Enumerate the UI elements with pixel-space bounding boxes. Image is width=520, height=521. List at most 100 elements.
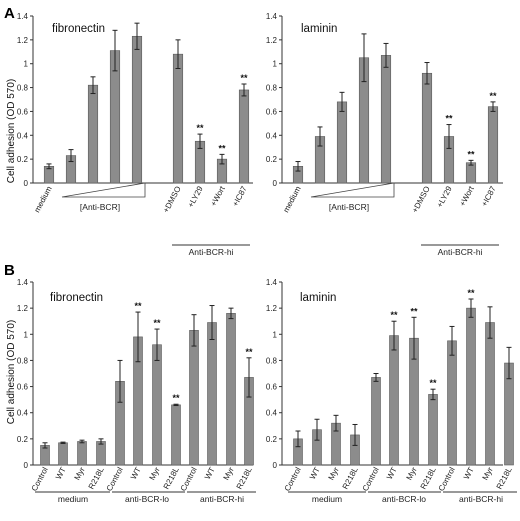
significance-marker: ** xyxy=(196,123,204,133)
significance-marker: ** xyxy=(467,288,475,298)
error-bar xyxy=(241,83,247,97)
error-bar xyxy=(117,359,123,403)
error-bar xyxy=(228,307,234,320)
category-label: Myr xyxy=(73,465,87,481)
category-label: WT xyxy=(129,466,143,481)
chart-3: 0 0.2 0.4 0.6 0.8 1 1.2 1.4 fibronectin Control WT… xyxy=(17,278,256,504)
y-tick-label: 0.2 xyxy=(266,155,278,164)
y-tick-label: 0.6 xyxy=(17,383,29,392)
bar xyxy=(371,377,381,466)
error-bar xyxy=(112,29,118,72)
error-bar xyxy=(373,373,379,382)
y-tick-label: 0.8 xyxy=(17,356,29,365)
y-tick-label: 0.2 xyxy=(17,435,29,444)
category-label: Control xyxy=(283,466,303,493)
error-bar xyxy=(424,62,430,85)
y-tick-label: 0.2 xyxy=(17,155,29,164)
category-label: +Wort xyxy=(458,184,476,208)
significance-marker: ** xyxy=(134,301,142,311)
category-label: WT xyxy=(308,466,322,481)
group-label: anti-BCR-hi xyxy=(459,494,503,504)
y-tick-label: 1 xyxy=(24,60,29,69)
y-tick-label: 1.2 xyxy=(17,304,29,313)
error-bar xyxy=(314,418,320,441)
error-bar xyxy=(46,163,52,170)
y-tick-label: 0.8 xyxy=(266,356,278,365)
bar xyxy=(96,441,106,466)
y-tick-label: 0.8 xyxy=(17,84,29,93)
error-bar xyxy=(487,306,493,339)
chart-title: laminin xyxy=(301,23,337,35)
error-bar xyxy=(361,33,367,83)
error-bar xyxy=(468,159,474,166)
category-label: +LY29 xyxy=(186,184,205,209)
group-label: anti-BCR-lo xyxy=(382,494,426,504)
bar xyxy=(87,84,99,184)
significance-marker: ** xyxy=(390,310,398,320)
error-bar xyxy=(449,325,455,356)
category-label: Control xyxy=(437,466,457,493)
group-label: Anti-BCR-hi xyxy=(189,247,234,257)
y-tick-label: 0.4 xyxy=(266,131,278,140)
error-bar xyxy=(135,311,141,363)
bar xyxy=(131,35,143,184)
error-bar xyxy=(134,22,140,50)
category-label: +IC87 xyxy=(480,184,498,208)
bar xyxy=(485,322,495,466)
y-tick-label: 1.4 xyxy=(266,12,278,21)
significance-marker: ** xyxy=(489,91,497,101)
y-axis-label-b: Cell adhesion (OD 570) xyxy=(6,320,17,425)
error-bar xyxy=(42,442,48,449)
bar xyxy=(465,162,477,184)
significance-marker: ** xyxy=(429,378,437,388)
category-label: WT xyxy=(385,466,399,481)
y-tick-label: 1.2 xyxy=(17,36,29,45)
error-bar xyxy=(98,438,104,445)
significance-marker: ** xyxy=(445,114,453,124)
chart-title: fibronectin xyxy=(52,23,105,35)
y-tick-label: 1 xyxy=(24,330,29,339)
error-bar xyxy=(175,39,181,69)
category-label: Control xyxy=(179,466,199,493)
bar xyxy=(447,340,457,466)
y-tick-label: 0.8 xyxy=(266,84,278,93)
y-tick-label: 1.4 xyxy=(17,278,29,287)
y-tick-label: 0.4 xyxy=(17,131,29,140)
category-label: Control xyxy=(30,466,50,493)
panel-label-b: B xyxy=(4,262,15,279)
bar xyxy=(336,101,348,184)
error-bar xyxy=(506,346,512,380)
bar xyxy=(189,330,199,466)
category-label: medium xyxy=(32,184,53,214)
bar xyxy=(238,89,250,184)
error-bar xyxy=(209,305,215,341)
y-tick-label: 0 xyxy=(24,179,29,188)
error-bar xyxy=(446,124,452,149)
significance-marker: ** xyxy=(467,149,475,159)
category-label: Myr xyxy=(148,465,162,481)
error-bar xyxy=(197,133,203,149)
category-label: Control xyxy=(361,466,381,493)
category-label: Control xyxy=(105,466,125,493)
error-bar xyxy=(68,149,74,163)
error-bar xyxy=(339,91,345,112)
chart-2: 0 0.2 0.4 0.6 0.8 1 1.2 1.4 laminin medium +DMSO **… xyxy=(266,12,503,257)
chart-title: laminin xyxy=(300,292,336,304)
bar xyxy=(389,335,399,466)
group-label: medium xyxy=(58,494,88,504)
significance-marker: ** xyxy=(218,143,226,153)
group-label: anti-BCR-hi xyxy=(200,494,244,504)
y-tick-label: 0.2 xyxy=(266,435,278,444)
error-bar xyxy=(333,414,339,432)
y-tick-label: 0.4 xyxy=(17,409,29,418)
chart-title: fibronectin xyxy=(50,292,103,304)
bar xyxy=(58,442,68,466)
error-bar xyxy=(295,161,301,172)
error-bar xyxy=(219,153,225,165)
bar xyxy=(152,344,162,466)
category-label: +DMSO xyxy=(161,185,182,215)
significance-marker: ** xyxy=(172,393,180,403)
error-bar xyxy=(60,441,66,444)
y-tick-label: 0.6 xyxy=(266,383,278,392)
